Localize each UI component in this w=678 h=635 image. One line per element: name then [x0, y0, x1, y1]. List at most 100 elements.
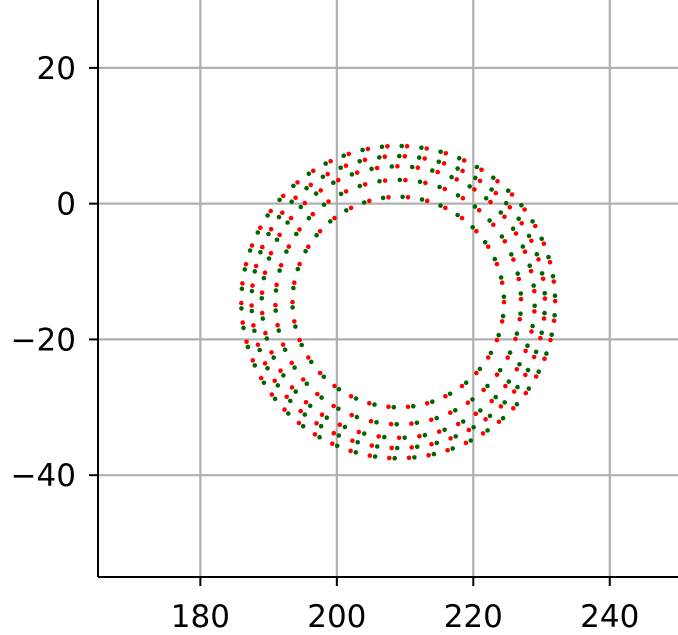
data-point	[467, 184, 473, 189]
data-point	[518, 311, 523, 317]
data-point	[343, 163, 349, 168]
data-point	[317, 228, 323, 234]
data-point	[503, 200, 509, 206]
data-point	[423, 180, 428, 186]
data-point	[455, 421, 461, 427]
data-point	[453, 434, 459, 439]
data-point	[244, 339, 249, 345]
data-point	[442, 186, 448, 192]
data-point	[500, 415, 506, 421]
data-point	[268, 208, 274, 214]
data-point	[372, 402, 377, 407]
data-point	[277, 268, 282, 273]
data-point	[291, 183, 296, 189]
data-point	[546, 254, 551, 260]
data-point	[534, 251, 540, 257]
data-point	[525, 367, 531, 373]
data-point	[297, 227, 302, 232]
data-point	[309, 359, 314, 365]
data-point	[360, 147, 365, 153]
data-point	[454, 177, 460, 182]
data-point	[353, 450, 359, 455]
data-point	[273, 302, 278, 308]
data-point	[526, 233, 532, 239]
data-point	[369, 166, 374, 172]
data-point	[533, 223, 538, 229]
data-point	[450, 446, 456, 451]
data-point	[247, 248, 253, 253]
data-point	[280, 193, 286, 199]
data-point	[293, 195, 298, 201]
data-point	[496, 332, 502, 338]
data-point	[318, 423, 324, 429]
data-point	[520, 244, 526, 249]
data-point	[253, 263, 259, 269]
data-point	[514, 331, 520, 336]
data-point	[460, 419, 466, 424]
data-point	[493, 394, 499, 400]
data-point	[338, 165, 344, 171]
data-point	[380, 195, 386, 201]
data-point	[319, 412, 325, 418]
data-point	[397, 153, 402, 159]
data-point	[268, 226, 274, 232]
data-point	[442, 427, 447, 433]
data-point	[405, 404, 411, 410]
data-point	[336, 406, 341, 412]
data-point	[388, 421, 394, 427]
data-point	[527, 263, 532, 269]
data-point	[382, 434, 387, 440]
data-point	[532, 309, 537, 314]
data-point	[506, 379, 512, 384]
data-point	[354, 170, 360, 175]
data-point	[400, 194, 405, 200]
data-point	[307, 403, 313, 409]
data-point	[374, 165, 380, 171]
data-point	[500, 313, 506, 319]
data-point	[443, 394, 448, 399]
data-point	[402, 154, 408, 159]
data-point	[402, 435, 408, 441]
data-point	[314, 421, 319, 426]
data-point	[291, 285, 296, 291]
data-point	[473, 175, 478, 181]
data-point	[441, 161, 447, 166]
data-point	[259, 290, 265, 296]
data-point	[513, 336, 518, 342]
data-point	[286, 244, 292, 249]
data-point	[302, 412, 308, 417]
data-point	[509, 192, 515, 197]
data-point	[518, 296, 524, 302]
data-point	[424, 198, 430, 204]
data-point	[394, 445, 400, 451]
data-point	[362, 182, 368, 187]
data-point	[514, 367, 520, 372]
data-point	[511, 389, 517, 394]
data-point	[409, 421, 414, 426]
data-point	[386, 195, 391, 200]
data-point	[306, 355, 311, 360]
data-point	[397, 177, 403, 183]
data-point	[507, 205, 513, 210]
data-point	[369, 443, 375, 448]
data-point	[288, 215, 294, 221]
data-point	[313, 191, 319, 196]
data-point	[306, 215, 312, 221]
data-point	[549, 332, 554, 338]
data-point	[477, 366, 483, 372]
data-point	[509, 252, 514, 257]
data-point	[304, 381, 310, 387]
data-point	[276, 214, 282, 220]
data-point	[416, 155, 422, 160]
data-point	[463, 380, 469, 386]
data-point	[542, 356, 547, 362]
axes	[97, 0, 678, 578]
data-point	[278, 263, 284, 268]
data-point	[472, 204, 478, 209]
data-point	[417, 179, 423, 185]
data-point	[474, 164, 480, 170]
data-point	[289, 385, 295, 390]
data-point	[250, 358, 255, 363]
data-point	[255, 230, 261, 235]
data-point	[429, 441, 434, 447]
